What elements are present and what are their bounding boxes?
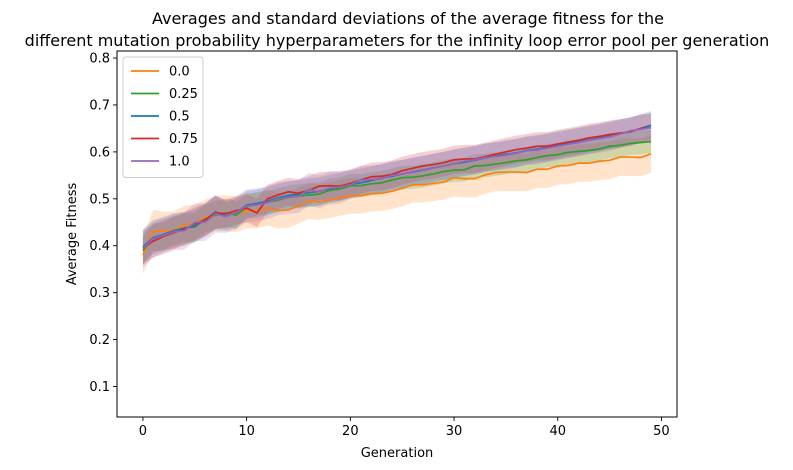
y-tick-label: 0.5	[89, 192, 110, 207]
legend-label: 0.75	[169, 132, 198, 147]
chart-title-line-1: Averages and standard deviations of the …	[152, 9, 664, 28]
y-tick-label: 0.1	[89, 380, 110, 395]
x-tick-label: 50	[653, 424, 670, 439]
legend-label: 0.25	[169, 87, 198, 102]
legend: 0.0 0.25 0.5 0.75 1.0	[122, 56, 204, 178]
x-tick-label: 0	[139, 424, 147, 439]
x-axis-label: Generation	[361, 446, 434, 461]
mean-line-series-3	[142, 126, 652, 249]
legend-box	[122, 56, 204, 178]
chart-title-line-2: different mutation probability hyperpara…	[25, 31, 770, 50]
y-tick-label: 0.4	[89, 239, 110, 254]
mean-lines	[142, 124, 652, 256]
legend-label: 0.0	[169, 65, 190, 80]
y-tick-label: 0.3	[89, 286, 110, 301]
x-axis-ticks: 0 10 20 30 40 50	[139, 417, 670, 439]
legend-label: 0.5	[169, 110, 190, 125]
legend-label: 1.0	[169, 155, 190, 170]
y-tick-label: 0.2	[89, 333, 110, 348]
x-tick-label: 40	[549, 424, 566, 439]
x-tick-label: 30	[446, 424, 463, 439]
y-axis-ticks: 0.1 0.2 0.3 0.4 0.5 0.6 0.7 0.8	[89, 52, 117, 395]
y-tick-label: 0.8	[89, 52, 110, 67]
std-bands	[142, 111, 652, 274]
y-tick-label: 0.6	[89, 145, 110, 160]
y-tick-label: 0.7	[89, 98, 110, 113]
x-tick-label: 10	[238, 424, 255, 439]
std-band-series-1	[142, 129, 652, 265]
std-band-series-0	[142, 134, 652, 274]
x-tick-label: 20	[342, 424, 359, 439]
y-axis-label: Average Fitness	[65, 183, 80, 286]
mean-line-series-4	[142, 126, 652, 249]
plot-area-frame	[116, 50, 678, 418]
